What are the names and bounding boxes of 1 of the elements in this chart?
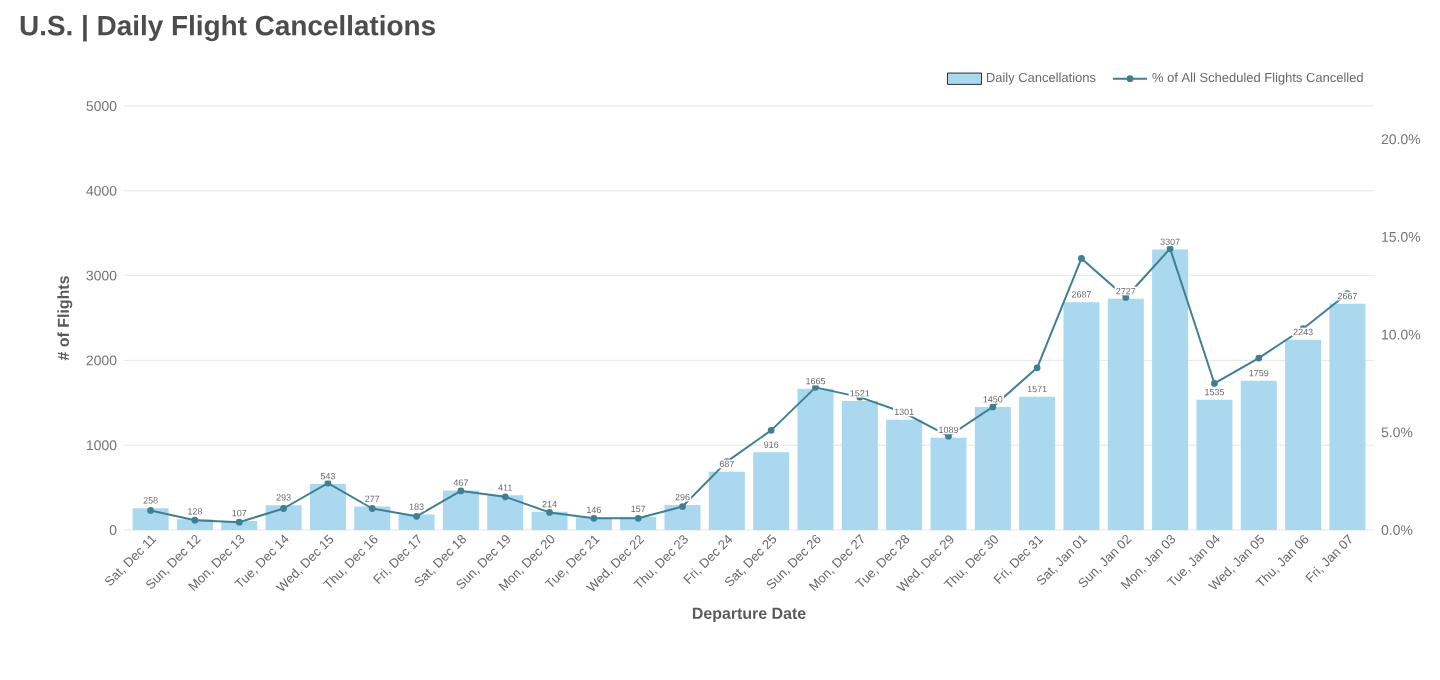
chart-title: U.S. | Daily Flight Cancellations [20, 15, 435, 42]
